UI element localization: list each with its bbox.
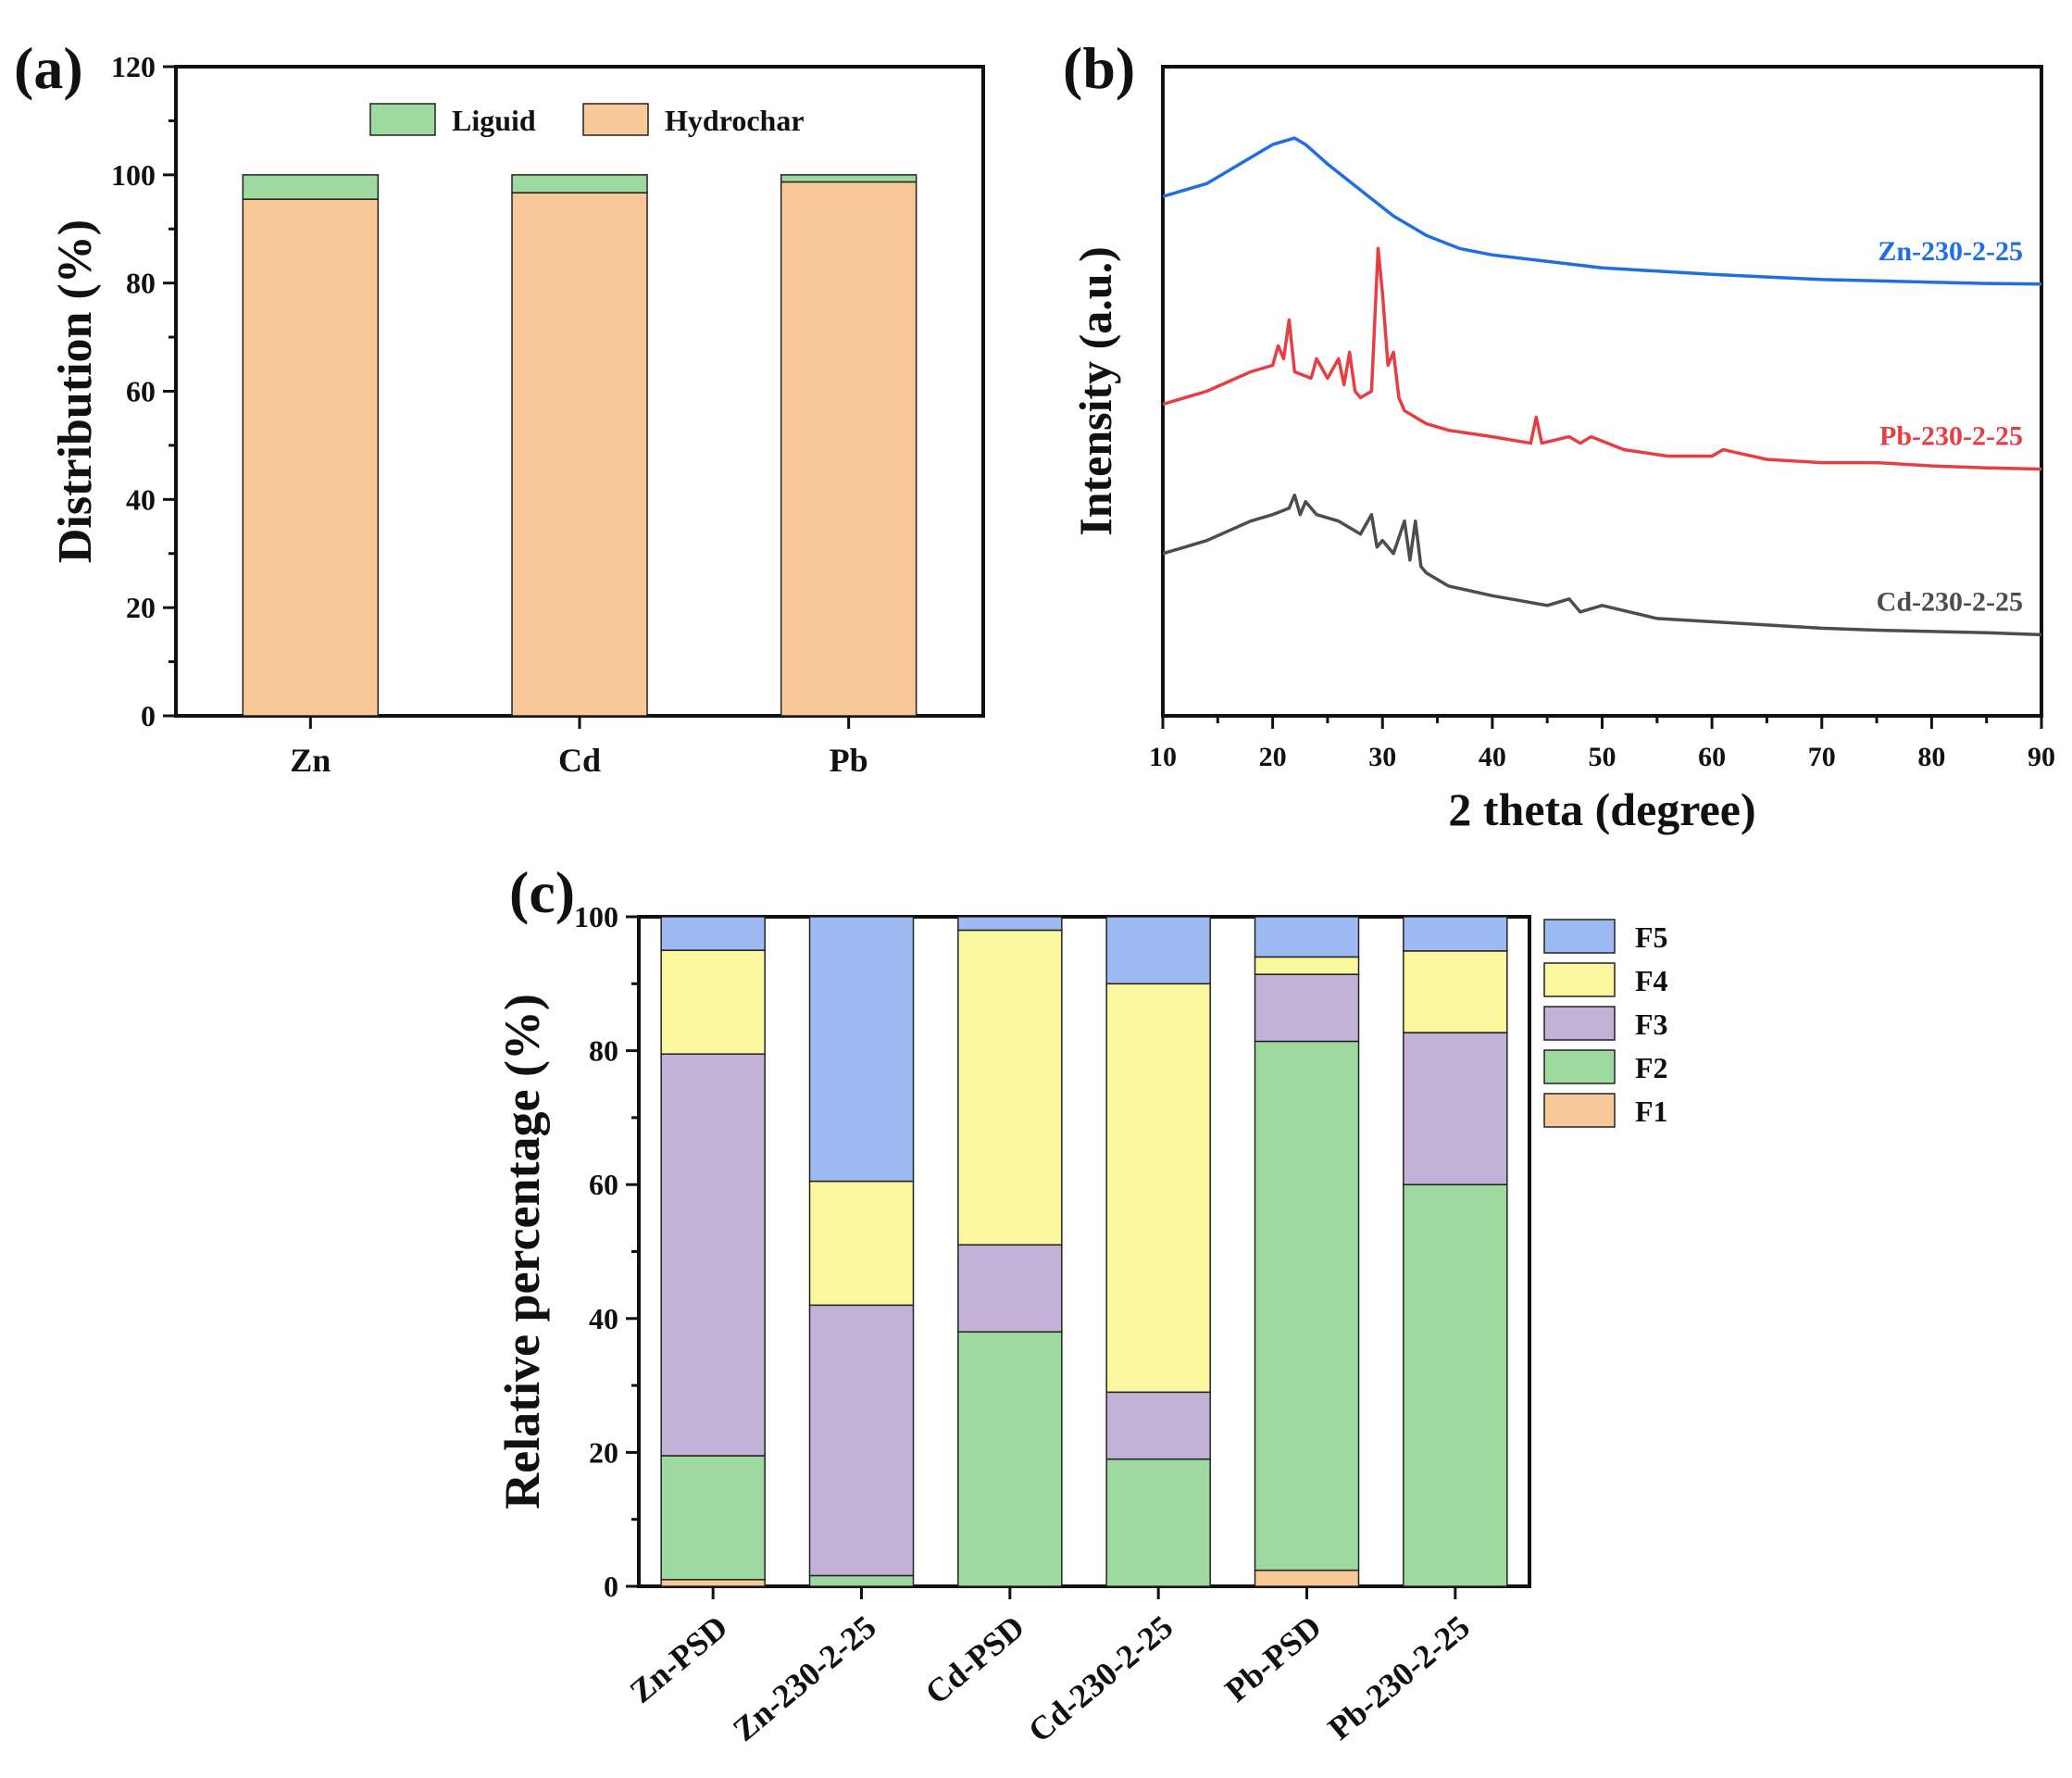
bar-zn-psd-f1: [660, 1579, 766, 1587]
series-label-cd-230-2-25: Cd-230-2-25: [1877, 586, 2023, 617]
legend-swatch-f1: [1543, 1093, 1616, 1128]
y-tick-label: 100: [111, 158, 156, 192]
y-axis-label: Relative percentage (%): [494, 994, 550, 1509]
bar-zn-hydrochar: [242, 198, 380, 717]
x-tick-label: 50: [1589, 742, 1616, 772]
panel-c-label: (c): [509, 859, 575, 925]
legend-label-f4: F4: [1635, 964, 1668, 997]
bar-pb-230-2-25-f5: [1403, 916, 1508, 952]
y-tick-label: 40: [589, 1302, 618, 1335]
series-line-pb-230-2-25: [1162, 246, 2042, 471]
legend-swatch-liguid: [369, 103, 436, 136]
panel-b-plot-area: 10 20 30 40 50 60 70 80 90 2 theta (degree) Intens…: [1069, 65, 2055, 835]
x-axis-label: 2 theta (degree): [1448, 783, 1755, 835]
bar-zn-psd-f4: [660, 949, 766, 1055]
axes-frame: [1161, 65, 2043, 718]
y-axis-label: Distribution (%): [49, 219, 102, 563]
legend-label-f5: F5: [1635, 920, 1668, 954]
panel-a-plot-area: 0 20 40 60 80 100 120 Zn Cd Pb Distribution (%) Lig…: [49, 50, 985, 779]
y-tick-label: 40: [126, 482, 156, 516]
legend-label-f2: F2: [1635, 1051, 1668, 1084]
legend-swatch-f2: [1543, 1049, 1616, 1084]
x-tick-label-pb-230-2-25: Pb-230-2-25: [1321, 1608, 1477, 1747]
bar-pb-psd-f4: [1254, 956, 1360, 975]
legend-label-liguid: Liguid: [452, 104, 536, 137]
panel-a-distribution-chart: (a) 0 20 40 60 80 100 120 Zn Cd Pb Distribution (%…: [14, 35, 985, 779]
legend-swatch-f3: [1543, 1006, 1616, 1041]
series-line-cd-230-2-25: [1162, 493, 2042, 637]
panel-b-xrd-chart: (b) 10 20 30 40 50 60 70 80 90 2 theta (degree) In…: [1063, 35, 2055, 835]
bar-pb-liguid: [780, 174, 917, 183]
x-tick-label-cd-230-2-25: Cd-230-2-25: [1021, 1608, 1180, 1749]
panel-a-label: (a): [14, 35, 83, 101]
bar-cd-psd-f2: [957, 1331, 1063, 1587]
x-tick-label-zn: Zn: [290, 742, 331, 779]
y-tick-label: 20: [589, 1435, 618, 1469]
y-tick-label: 0: [604, 1570, 618, 1603]
y-tick-label: 120: [111, 50, 156, 83]
bar-pb-230-2-25-f2: [1403, 1183, 1508, 1587]
y-tick-label: 60: [126, 375, 156, 408]
x-tick-label: 70: [1808, 742, 1836, 772]
y-tick-label: 0: [141, 699, 156, 732]
x-tick-label-cd-psd: Cd-PSD: [918, 1608, 1031, 1711]
bar-pb-psd-f2: [1254, 1040, 1360, 1571]
series-label-zn-230-2-25: Zn-230-2-25: [1878, 236, 2023, 267]
bar-pb-230-2-25-f4: [1403, 950, 1508, 1033]
bar-zn-230-2-25-f5: [808, 916, 915, 1183]
bar-zn-230-2-25-f3: [808, 1304, 915, 1577]
bar-pb-psd-f3: [1254, 973, 1360, 1043]
x-tick-label: 80: [1917, 742, 1945, 772]
x-tick-label-pb: Pb: [830, 742, 868, 779]
series-label-pb-230-2-25: Pb-230-2-25: [1879, 421, 2023, 452]
y-tick-label: 80: [126, 267, 156, 300]
bar-cd-psd-f3: [957, 1244, 1063, 1334]
bar-zn-230-2-25-f2: [808, 1574, 915, 1587]
series-line-zn-230-2-25: [1162, 136, 2042, 286]
bar-pb-230-2-25-f3: [1403, 1032, 1508, 1185]
y-tick-label: 60: [589, 1168, 618, 1201]
bar-pb-psd-f5: [1254, 916, 1360, 958]
bar-cd-230-2-25-f4: [1105, 983, 1211, 1394]
legend-label-hydrochar: Hydrochar: [665, 104, 805, 137]
bar-cd-230-2-25-f5: [1105, 916, 1211, 985]
bar-cd-psd-f4: [957, 929, 1063, 1246]
bar-cd-hydrochar: [511, 192, 648, 717]
y-tick-label: 20: [126, 591, 156, 624]
panel-b-label: (b): [1063, 35, 1135, 101]
bar-zn-230-2-25-f4: [808, 1180, 915, 1307]
bar-pb-hydrochar: [780, 181, 917, 717]
bar-zn-psd-f3: [660, 1053, 766, 1457]
axes-frame: [637, 915, 1531, 1588]
x-tick-label-pb-psd: Pb-PSD: [1217, 1608, 1328, 1709]
x-tick-label-zn-230-2-25: Zn-230-2-25: [726, 1608, 883, 1747]
x-tick-label: 90: [2028, 742, 2055, 772]
bar-cd-liguid: [511, 174, 648, 194]
bar-cd-230-2-25-f3: [1105, 1391, 1211, 1460]
bar-cd-230-2-25-f2: [1105, 1458, 1211, 1587]
x-tick-label: 10: [1149, 742, 1177, 772]
x-tick-label: 20: [1259, 742, 1287, 772]
bar-zn-psd-f5: [660, 916, 766, 951]
x-tick-label: 60: [1698, 742, 1726, 772]
bar-zn-liguid: [242, 174, 380, 200]
bar-pb-psd-f1: [1254, 1569, 1360, 1587]
bar-zn-psd-f2: [660, 1455, 766, 1581]
legend-swatch-hydrochar: [582, 103, 649, 136]
bar-cd-psd-f5: [957, 916, 1063, 932]
x-tick-label: 30: [1368, 742, 1396, 772]
legend-swatch-f5: [1543, 919, 1616, 954]
y-axis-label: Intensity (a.u.): [1069, 246, 1121, 536]
legend-label-f1: F1: [1635, 1095, 1668, 1128]
y-tick-label: 80: [589, 1034, 618, 1068]
x-tick-label-zn-psd: Zn-PSD: [623, 1608, 735, 1709]
y-tick-label: 100: [574, 900, 618, 933]
legend-label-f3: F3: [1635, 1008, 1668, 1041]
x-tick-label: 40: [1479, 742, 1506, 772]
legend-swatch-f4: [1543, 962, 1616, 997]
x-tick-label-cd: Cd: [558, 742, 601, 779]
